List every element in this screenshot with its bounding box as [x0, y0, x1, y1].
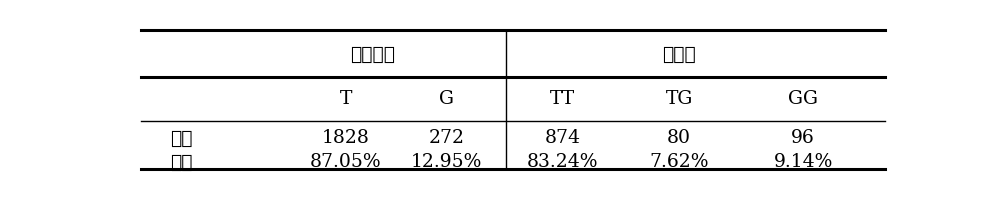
Text: GG: GG	[788, 90, 818, 108]
Text: T: T	[340, 90, 352, 108]
Text: 80: 80	[667, 129, 691, 147]
Text: 数目: 数目	[170, 129, 192, 148]
Text: 87.05%: 87.05%	[310, 153, 382, 171]
Text: TT: TT	[550, 90, 575, 108]
Text: 874: 874	[545, 129, 581, 147]
Text: 基因型: 基因型	[662, 45, 696, 63]
Text: 等位基因: 等位基因	[351, 45, 396, 63]
Text: 96: 96	[791, 129, 815, 147]
Text: 12.95%: 12.95%	[411, 153, 482, 171]
Text: 83.24%: 83.24%	[527, 153, 599, 171]
Text: TG: TG	[665, 90, 693, 108]
Text: 1828: 1828	[322, 129, 370, 147]
Text: 频率: 频率	[170, 153, 192, 172]
Text: 272: 272	[429, 129, 465, 147]
Text: G: G	[439, 90, 454, 108]
Text: 9.14%: 9.14%	[773, 153, 833, 171]
Text: 7.62%: 7.62%	[649, 153, 709, 171]
